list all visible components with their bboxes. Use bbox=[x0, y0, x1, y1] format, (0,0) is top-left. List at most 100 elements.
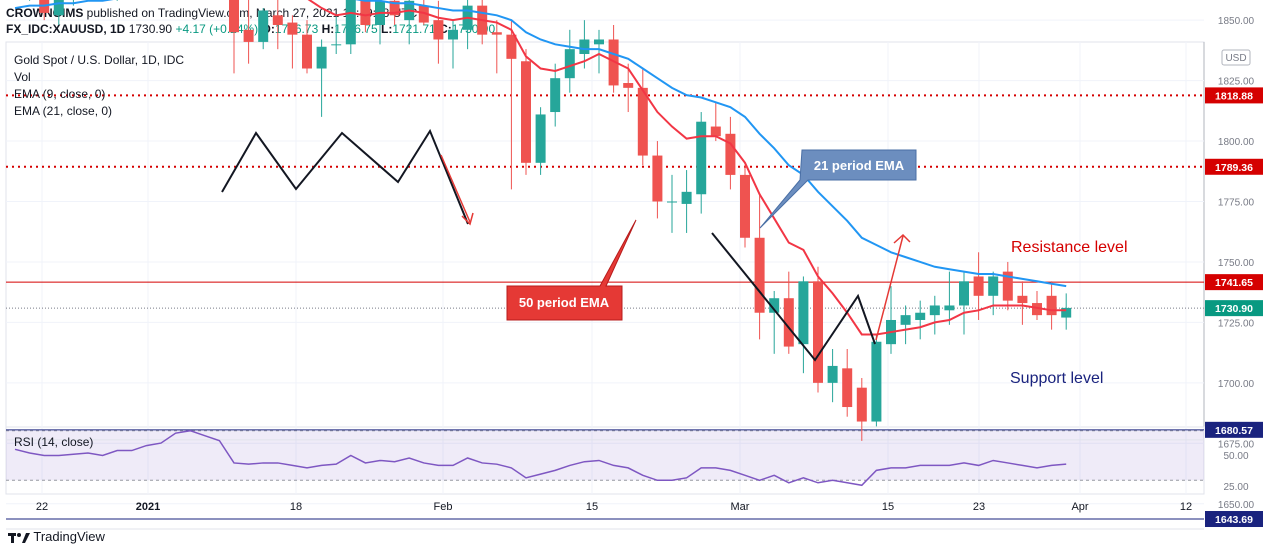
footer-brand[interactable]: TradingView bbox=[8, 529, 105, 545]
candle-body bbox=[521, 61, 531, 163]
candle bbox=[652, 141, 663, 219]
volume-legend: Vol bbox=[14, 70, 31, 84]
time-axis[interactable]: 22 2021 18 Feb 15 Mar 15 23 Apr 12 bbox=[36, 501, 1192, 513]
candle bbox=[681, 170, 692, 233]
candle bbox=[754, 194, 765, 340]
low-label: L: bbox=[381, 22, 393, 36]
rsi-tick-25: 25.00 bbox=[1223, 482, 1248, 493]
candle bbox=[769, 290, 780, 354]
price-tick: 1800.00 bbox=[1218, 137, 1255, 148]
candle bbox=[491, 20, 502, 74]
candle-body bbox=[316, 46, 327, 69]
candle-body bbox=[535, 114, 546, 163]
instrument-legend: Gold Spot / U.S. Dollar, 1D, IDC bbox=[14, 53, 184, 67]
candle-body bbox=[900, 315, 911, 325]
candle bbox=[827, 348, 838, 403]
candle bbox=[433, 0, 444, 64]
ema50-callout: 50 period EMA bbox=[506, 219, 637, 321]
price-tag-box bbox=[1205, 511, 1263, 528]
candle bbox=[229, 0, 239, 74]
candle-body bbox=[754, 237, 765, 313]
candle-body bbox=[988, 276, 999, 296]
candle bbox=[287, 15, 298, 69]
price-tag-label: 1730.90 bbox=[1215, 303, 1253, 315]
candle bbox=[272, 0, 283, 50]
candle-body bbox=[564, 49, 575, 79]
candle bbox=[448, 20, 458, 69]
time-tick: 15 bbox=[882, 501, 894, 513]
support-label: Support level bbox=[1010, 370, 1103, 387]
candle-body bbox=[345, 0, 356, 45]
candle bbox=[375, 0, 385, 45]
candle bbox=[404, 0, 415, 45]
rsi-tick-50: 50.00 bbox=[1223, 451, 1248, 462]
candle bbox=[856, 378, 867, 441]
time-tick: Mar bbox=[731, 501, 750, 513]
time-tick: 23 bbox=[973, 501, 985, 513]
candle bbox=[608, 24, 619, 93]
time-tick: 18 bbox=[290, 501, 302, 513]
candle-body bbox=[608, 39, 619, 86]
price-tag-label: 1680.57 bbox=[1215, 425, 1253, 437]
candle bbox=[1061, 293, 1072, 330]
candle bbox=[988, 271, 999, 316]
candle-body bbox=[360, 0, 371, 25]
candle-body bbox=[418, 5, 429, 23]
candle bbox=[302, 20, 312, 74]
ema9-line bbox=[307, 0, 1067, 336]
price-tick: 1700.00 bbox=[1218, 379, 1255, 390]
ema21-callout-text: 21 period EMA bbox=[814, 158, 905, 173]
candle bbox=[29, 0, 31, 1]
rsi-line bbox=[14, 429, 1067, 487]
candle bbox=[521, 49, 531, 175]
candles bbox=[29, 0, 1072, 441]
candle-body bbox=[783, 298, 794, 347]
candle bbox=[1046, 281, 1057, 330]
candle-body bbox=[491, 32, 502, 35]
currency-label: USD bbox=[1225, 53, 1246, 64]
candle bbox=[243, 0, 254, 64]
candle bbox=[418, 0, 429, 25]
price-tick: 1650.00 bbox=[1218, 500, 1255, 511]
time-tick: Apr bbox=[1071, 501, 1088, 513]
candle-body bbox=[827, 365, 838, 383]
candle-body bbox=[448, 29, 458, 40]
candle bbox=[1002, 261, 1013, 311]
candle bbox=[915, 300, 926, 340]
candle-body bbox=[637, 87, 648, 156]
price-axis[interactable]: 1925.001850.001825.001800.001775.001750.… bbox=[1218, 0, 1255, 511]
price-tick: 1825.00 bbox=[1218, 77, 1255, 88]
candle bbox=[667, 174, 677, 233]
price-tag-label: 1643.69 bbox=[1215, 514, 1253, 526]
candle-body bbox=[1061, 307, 1072, 318]
candle bbox=[725, 116, 736, 190]
price-tick: 1675.00 bbox=[1218, 439, 1255, 450]
candle bbox=[360, 0, 371, 33]
candle-body bbox=[53, 0, 64, 16]
candle bbox=[637, 68, 648, 166]
grid bbox=[6, 19, 1204, 505]
candle bbox=[1032, 290, 1042, 320]
candle bbox=[710, 102, 721, 142]
candle-body bbox=[243, 29, 254, 42]
candle bbox=[623, 63, 634, 113]
price-tag-label: 1789.36 bbox=[1215, 162, 1253, 174]
candle bbox=[973, 252, 984, 320]
rsi-band bbox=[6, 430, 1204, 481]
high-label: H: bbox=[321, 22, 335, 36]
candle-body bbox=[1032, 303, 1042, 316]
currency-box[interactable] bbox=[1221, 49, 1251, 66]
time-tick: 22 bbox=[36, 501, 48, 513]
candle-body bbox=[915, 312, 926, 320]
ema50-callout-text: 50 period EMA bbox=[519, 295, 610, 310]
candle-body bbox=[929, 305, 940, 316]
candle bbox=[594, 29, 604, 74]
candle-body bbox=[944, 305, 955, 311]
candle-body bbox=[856, 387, 867, 422]
candle-body bbox=[579, 39, 590, 55]
price-tag-box bbox=[1205, 87, 1263, 104]
price-tag-box bbox=[1205, 421, 1263, 438]
candle bbox=[944, 271, 955, 325]
candle bbox=[535, 107, 546, 175]
